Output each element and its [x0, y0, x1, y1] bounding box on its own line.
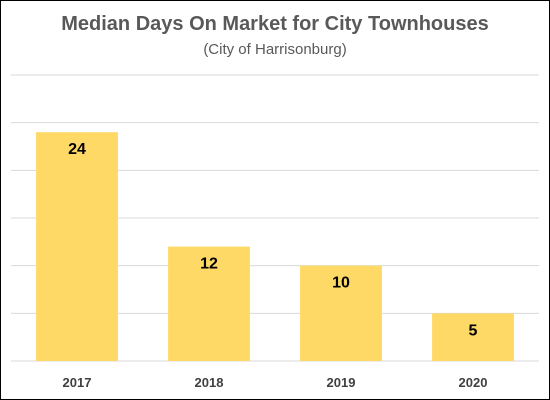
- data-label-2018: 12: [200, 256, 218, 273]
- x-tick-label-2018: 2018: [195, 375, 224, 390]
- x-tick-label-2017: 2017: [63, 375, 92, 390]
- x-tick-label-2020: 2020: [459, 375, 488, 390]
- bar-2020: [432, 313, 514, 361]
- data-label-2017: 24: [68, 141, 86, 158]
- bar-2018: [168, 246, 250, 361]
- bar-2017: [36, 132, 118, 361]
- bar-2019: [300, 265, 382, 361]
- chart-subtitle: (City of Harrisonburg): [203, 41, 347, 58]
- data-label-2020: 5: [469, 322, 478, 339]
- x-tick-label-2019: 2019: [327, 375, 356, 390]
- data-label-2019: 10: [332, 275, 350, 292]
- chart-title: Median Days On Market for City Townhouse…: [61, 13, 489, 35]
